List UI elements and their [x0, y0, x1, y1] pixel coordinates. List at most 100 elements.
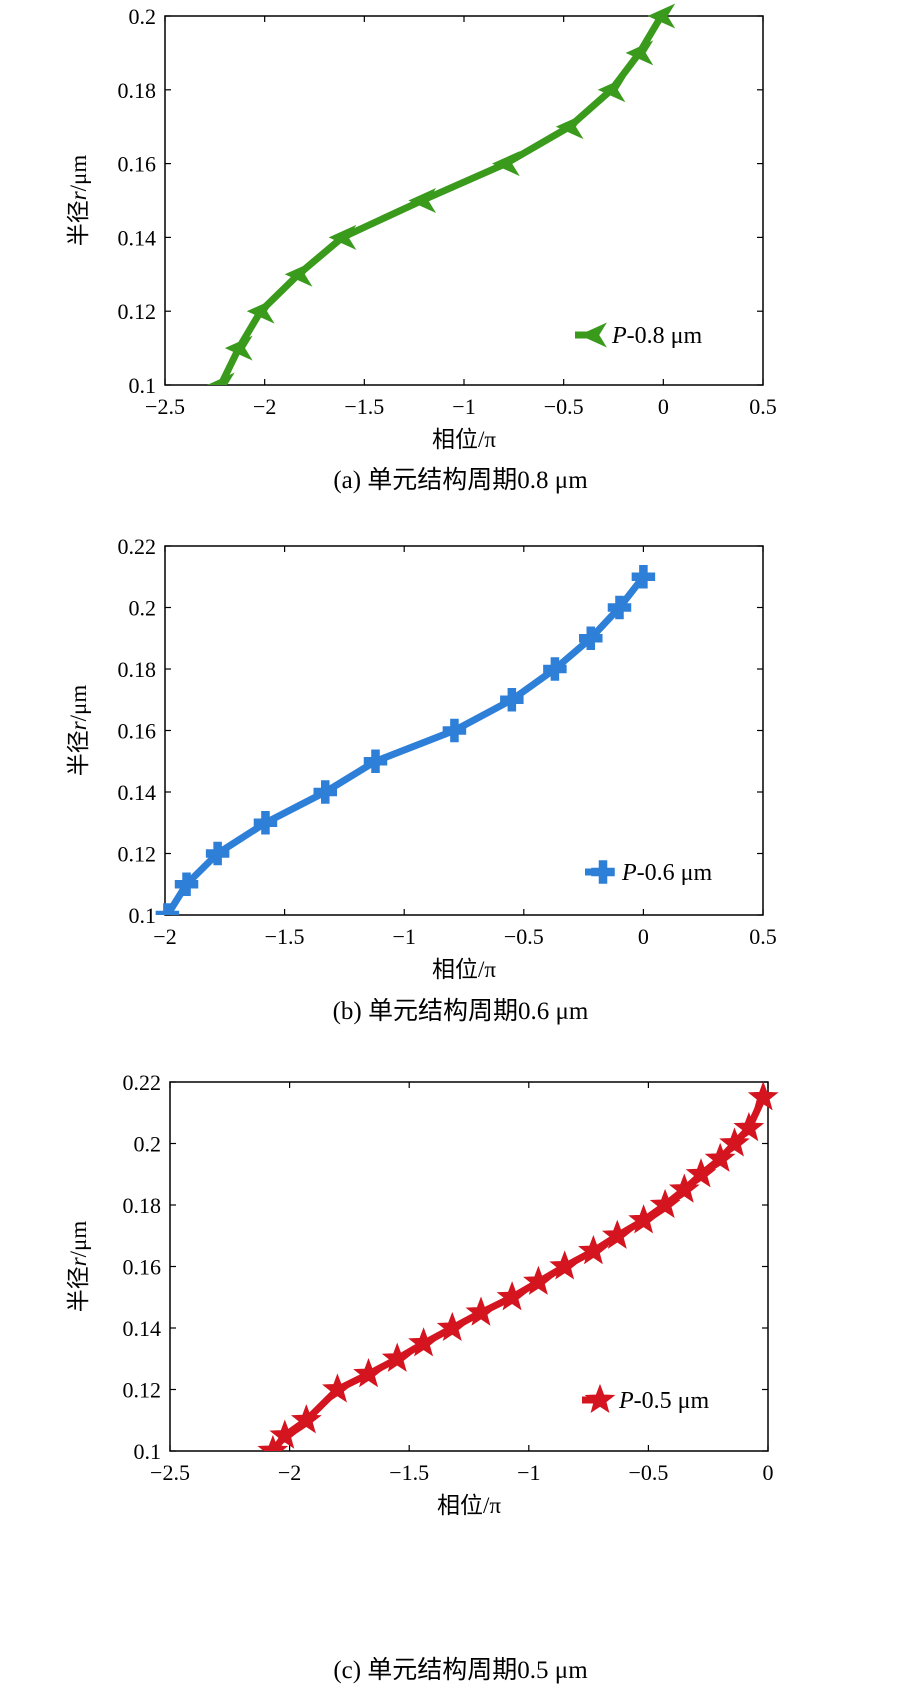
- chart-panel-c: −2.5 −2 −1.5 −1 −0.5 0 0.1 0.12 0.14 0.16 0.18 0.2 0…: [0, 1060, 921, 1700]
- data-point: [601, 1219, 633, 1249]
- data-point: [685, 1158, 717, 1188]
- y-tick-label: 0.2: [129, 596, 157, 621]
- x-tick-label: −2: [153, 924, 176, 949]
- y-axis-label-prefix: 半径: [66, 200, 91, 246]
- data-point: [704, 1142, 736, 1172]
- chart-panel-b: −2 −1.5 −1 −0.5 0 0.5 0.1 0.12 0.14 0.16 0.18 0.2 0.…: [0, 530, 921, 1050]
- y-axis-label: 半径r/μm: [66, 685, 91, 777]
- data-point: [322, 1373, 353, 1403]
- caption-a: (a) 单元结构周期0.8 μm: [333, 467, 588, 494]
- data-point: [174, 872, 199, 896]
- y-axis-label: 半径r/μm: [66, 155, 91, 247]
- y-tick-label: 0.16: [118, 719, 157, 744]
- y-tick-label: 0.12: [118, 299, 157, 324]
- y-tick-label: 0.12: [118, 842, 157, 867]
- legend-marker: [591, 860, 615, 884]
- legend-label: P-0.5 μm: [618, 1388, 710, 1414]
- y-tick-label: 0.12: [123, 1378, 162, 1403]
- data-point: [408, 1327, 439, 1357]
- data-point: [719, 1127, 750, 1157]
- x-axis-label: 相位/π: [432, 957, 496, 982]
- y-axis-label-prefix: 半径: [66, 1266, 91, 1312]
- x-axis-label: 相位/π: [437, 1493, 501, 1518]
- data-point: [628, 1204, 659, 1234]
- y-axis-label-variable: r: [66, 720, 91, 730]
- data-point: [381, 1342, 413, 1372]
- legend-marker: [579, 322, 607, 348]
- x-tick-label: 0.5: [749, 394, 777, 419]
- y-tick-label: 0.1: [129, 373, 157, 398]
- series-line: [163, 573, 647, 915]
- data-point: [408, 188, 437, 213]
- data-point: [578, 1234, 609, 1265]
- data-point: [496, 1281, 528, 1311]
- x-tick-label: −1: [452, 394, 475, 419]
- legend-label-rest: -0.6 μm: [637, 860, 713, 886]
- data-point: [607, 595, 632, 620]
- y-tick-label: 0.2: [134, 1132, 162, 1157]
- data-point: [747, 1081, 779, 1111]
- data-point: [205, 841, 230, 866]
- x-tick-label: −0.5: [504, 924, 544, 949]
- y-axis-label-variable: r: [66, 190, 91, 200]
- data-point: [625, 40, 654, 66]
- data-point: [328, 224, 357, 250]
- data-point: [353, 1357, 384, 1388]
- series-group-b: [155, 565, 656, 915]
- data-point: [363, 749, 388, 773]
- data-point: [224, 335, 253, 361]
- legend-label-rest: -0.5 μm: [634, 1388, 710, 1414]
- caption-b: (b) 单元结构周期0.6 μm: [332, 998, 589, 1025]
- y-tick-label: 0.16: [123, 1255, 162, 1280]
- y-axis-label-prefix: 半径: [66, 730, 91, 776]
- data-point: [579, 626, 603, 650]
- x-tick-label: −1.5: [389, 1460, 429, 1485]
- data-point: [257, 1434, 289, 1451]
- legend-label-variable: P: [618, 1388, 634, 1414]
- chart-a: −2.5 −2 −1.5 −1 −0.5 0 0.5 0.1 0.12 0.14 0.16 0.18 0…: [66, 3, 777, 452]
- data-point: [284, 261, 313, 287]
- data-point: [253, 811, 278, 835]
- data-point: [631, 565, 656, 589]
- y-tick-label: 0.2: [129, 4, 157, 29]
- y-tick-label: 0.22: [118, 534, 157, 559]
- y-tick-label: 0.18: [123, 1193, 162, 1218]
- data-point: [733, 1111, 765, 1142]
- y-tick-label: 0.1: [134, 1439, 162, 1464]
- y-axis-label-unit: /μm: [66, 155, 91, 192]
- y-tick-label: 0.14: [118, 780, 157, 805]
- x-tick-label: 0: [763, 1460, 774, 1485]
- x-tick-label: −1: [392, 924, 415, 949]
- data-point: [549, 1250, 581, 1280]
- data-point: [543, 657, 567, 681]
- chart-b: −2 −1.5 −1 −0.5 0 0.5 0.1 0.12 0.14 0.16 0.18 0.2 0.…: [66, 534, 777, 982]
- data-point: [523, 1265, 554, 1295]
- series-group-c: [257, 1081, 779, 1451]
- x-axis-label: 相位/π: [432, 427, 496, 452]
- data-point: [649, 1188, 681, 1219]
- y-axis-label: 半径r/μm: [66, 1221, 91, 1313]
- y-axis-label-unit: /μm: [66, 685, 91, 722]
- x-tick-label: −2.5: [145, 394, 185, 419]
- data-point: [290, 1404, 322, 1434]
- y-tick-label: 0.16: [118, 152, 157, 177]
- x-tick-label: 0: [638, 924, 649, 949]
- y-tick-label: 0.14: [118, 225, 157, 250]
- data-point: [269, 1419, 301, 1449]
- x-tick-label: 0.5: [749, 924, 777, 949]
- x-tick-label: −2.5: [150, 1460, 190, 1485]
- y-tick-label: 0.18: [118, 78, 157, 103]
- data-point: [246, 298, 275, 324]
- series-group-a: [206, 3, 676, 385]
- data-point: [313, 780, 338, 804]
- data-point: [465, 1296, 497, 1326]
- series-line: [269, 1093, 767, 1451]
- x-tick-label: −2: [253, 394, 276, 419]
- data-point: [436, 1311, 468, 1342]
- data-point: [206, 372, 235, 385]
- x-tick-label: −0.5: [628, 1460, 668, 1485]
- y-tick-label: 0.14: [123, 1316, 162, 1341]
- y-tick-label: 0.22: [123, 1070, 162, 1095]
- x-tick-label: −1.5: [265, 924, 305, 949]
- data-point: [597, 77, 626, 103]
